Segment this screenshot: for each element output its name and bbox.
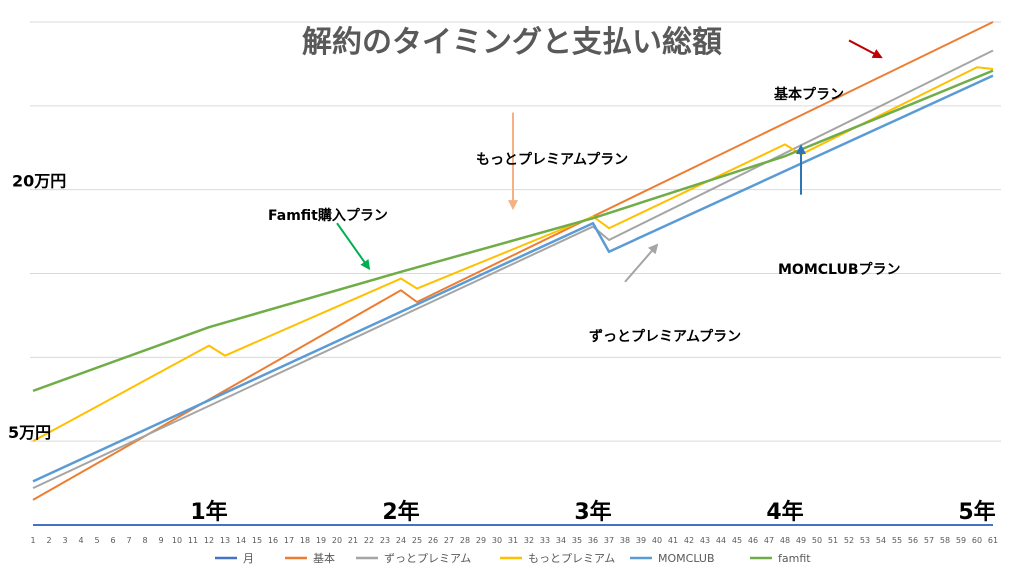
x-tick-label: 1 (30, 536, 35, 545)
year-label: 4年 (766, 499, 803, 525)
x-tick-label: 39 (636, 536, 646, 545)
x-tick-label: 22 (364, 536, 374, 545)
x-tick-label: 29 (476, 536, 486, 545)
x-tick-label: 17 (284, 536, 294, 545)
x-tick-label: 30 (492, 536, 502, 545)
x-tick-label: 27 (444, 536, 454, 545)
x-tick-label: 32 (524, 536, 534, 545)
x-tick-label: 9 (158, 536, 163, 545)
x-tick-label: 8 (142, 536, 147, 545)
x-tick-label: 61 (988, 536, 998, 545)
x-tick-label: 48 (780, 536, 790, 545)
x-tick-label: 60 (972, 536, 982, 545)
annotation-label: もっとプレミアムプラン (476, 152, 628, 168)
legend-label: ずっとプレミアム (384, 552, 471, 565)
x-tick-label: 13 (220, 536, 230, 545)
y-axis-label: 5万円 (8, 423, 51, 442)
x-tick-label: 12 (204, 536, 214, 545)
x-tick-label: 49 (796, 536, 806, 545)
x-tick-label: 5 (94, 536, 99, 545)
legend-label: もっとプレミアム (528, 552, 615, 565)
year-label: 5年 (958, 499, 995, 525)
x-tick-label: 46 (748, 536, 758, 545)
legend: 月 基本 ずっとプレミアム もっとプレミアム MOMCLUB famfit (215, 551, 811, 565)
x-tick-label: 24 (396, 536, 406, 545)
annotation-label: MOMCLUBプラン (778, 262, 901, 278)
legend-label: famfit (778, 552, 811, 565)
gridlines (30, 21, 1001, 442)
x-tick-label: 26 (428, 536, 438, 545)
annotation-arrow (848, 39, 883, 59)
x-tick-label: 47 (764, 536, 774, 545)
x-tick-label: 56 (908, 536, 918, 545)
year-label: 2年 (382, 499, 419, 525)
x-tick-label: 52 (844, 536, 854, 545)
x-tick-label: 34 (556, 536, 566, 545)
x-tick-label: 21 (348, 536, 358, 545)
legend-label: 月 (243, 552, 254, 565)
x-tick-label: 18 (300, 536, 310, 545)
x-tick-label: 50 (812, 536, 822, 545)
x-tick-label: 58 (940, 536, 950, 545)
x-tick-label: 54 (876, 536, 886, 545)
x-tick-label: 10 (172, 536, 182, 545)
annotation-arrow (336, 222, 371, 271)
x-tick-label: 31 (508, 536, 518, 545)
y-axis-label: 20万円 (12, 172, 66, 191)
annotation-label: Famfit購入プラン (268, 207, 388, 224)
year-label: 3年 (574, 499, 611, 525)
x-tick-label: 41 (668, 536, 678, 545)
x-tick-label: 33 (540, 536, 550, 545)
x-tick-label: 2 (46, 536, 51, 545)
series-line (32, 21, 994, 501)
annotation-arrow (624, 243, 659, 283)
x-tick-label: 7 (126, 536, 131, 545)
x-tick-label: 19 (316, 536, 326, 545)
x-tick-label: 3 (62, 536, 67, 545)
x-tick-label: 37 (604, 536, 614, 545)
year-label: 1年 (190, 499, 227, 525)
x-tick-label: 25 (412, 536, 422, 545)
x-tick-label: 15 (252, 536, 262, 545)
legend-label: 基本 (313, 551, 335, 565)
x-tick-label: 40 (652, 536, 662, 545)
x-tick-label: 44 (716, 536, 726, 545)
annotation-label: 基本プラン (774, 86, 844, 103)
x-tick-label: 11 (188, 536, 198, 545)
x-tick-label: 20 (332, 536, 342, 545)
x-tick-label: 16 (268, 536, 278, 545)
x-tick-label: 43 (700, 536, 710, 545)
x-tick-label: 51 (828, 536, 838, 545)
x-tick-label: 35 (572, 536, 582, 545)
x-tick-label: 36 (588, 536, 598, 545)
x-tick-label: 59 (956, 536, 966, 545)
x-tick-label: 45 (732, 536, 742, 545)
x-tick-label: 57 (924, 536, 934, 545)
chart-title: 解約のタイミングと支払い総額 (302, 25, 722, 60)
x-tick-label: 6 (110, 536, 115, 545)
series-line (32, 69, 994, 393)
x-tick-label: 14 (236, 536, 246, 545)
x-tick-label: 42 (684, 536, 694, 545)
x-tick-label: 53 (860, 536, 870, 545)
x-tick-label: 28 (460, 536, 470, 545)
legend-label: MOMCLUB (658, 552, 715, 565)
x-tick-label: 4 (78, 536, 83, 545)
x-tick-label: 55 (892, 536, 902, 545)
x-tick-label: 23 (380, 536, 390, 545)
annotation-label: ずっとプレミアムプラン (589, 328, 741, 345)
x-tick-label: 38 (620, 536, 630, 545)
